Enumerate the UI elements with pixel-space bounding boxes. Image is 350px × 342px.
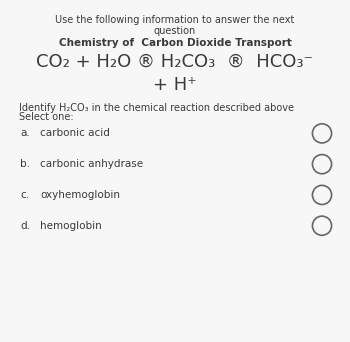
Text: a.: a.	[20, 128, 30, 139]
Text: Identify H₂CO₃ in the chemical reaction described above: Identify H₂CO₃ in the chemical reaction …	[19, 103, 294, 113]
Text: question: question	[154, 26, 196, 36]
Text: oxyhemoglobin: oxyhemoglobin	[40, 190, 120, 200]
Text: Chemistry of  Carbon Dioxide Transport: Chemistry of Carbon Dioxide Transport	[58, 38, 292, 48]
Text: carbonic anhydrase: carbonic anhydrase	[40, 159, 144, 169]
Text: Select one:: Select one:	[19, 112, 74, 122]
Text: c.: c.	[20, 190, 29, 200]
Text: b.: b.	[20, 159, 30, 169]
Text: + H⁺: + H⁺	[153, 76, 197, 94]
Text: carbonic acid: carbonic acid	[40, 128, 110, 139]
Text: CO₂ + H₂O ® H₂CO₃  ®  HCO₃⁻: CO₂ + H₂O ® H₂CO₃ ® HCO₃⁻	[36, 53, 314, 71]
Text: d.: d.	[20, 221, 30, 231]
Text: Use the following information to answer the next: Use the following information to answer …	[55, 15, 295, 25]
Text: hemoglobin: hemoglobin	[40, 221, 102, 231]
